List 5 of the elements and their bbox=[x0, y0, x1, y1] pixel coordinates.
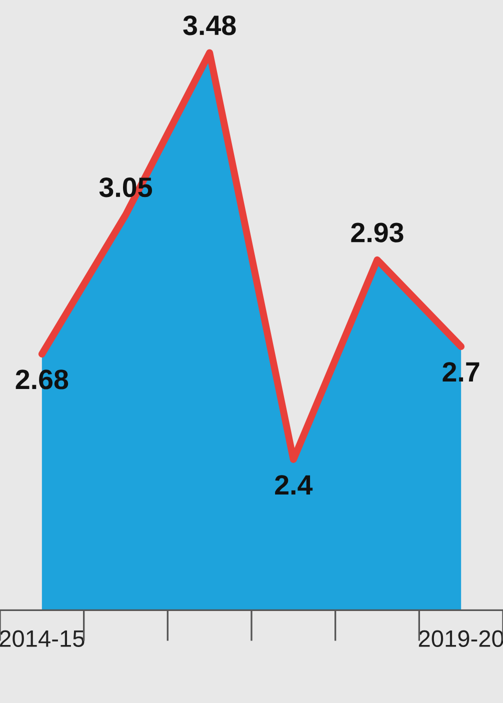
data-label: 2.4 bbox=[275, 475, 313, 494]
data-label: 3.48 bbox=[183, 16, 236, 36]
x-tick-label: 2014-15 bbox=[0, 630, 84, 647]
data-label: 2.93 bbox=[351, 222, 404, 242]
x-tick-label: 2019-20 bbox=[418, 630, 503, 647]
